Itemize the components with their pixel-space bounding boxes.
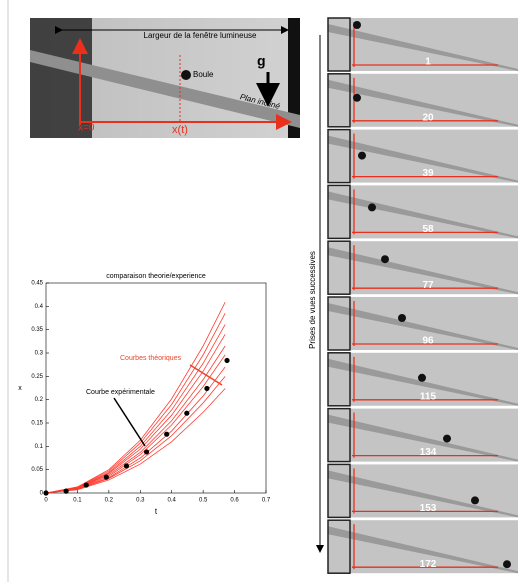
frame-label: 172 <box>420 559 437 570</box>
figure: Largeur de la fenêtre lumineuse Boule g … <box>0 0 518 582</box>
experiment-point <box>204 386 209 391</box>
frame-label: 153 <box>420 503 437 514</box>
frame-ball <box>353 21 361 29</box>
frame-ball <box>443 435 451 443</box>
experiment-point <box>164 432 169 437</box>
experiment-point <box>224 358 229 363</box>
frame-label: 115 <box>420 391 437 402</box>
photo: Largeur de la fenêtre lumineuse Boule g … <box>30 18 300 138</box>
x-tick-label: 0.6 <box>230 498 239 504</box>
ball-label: Boule <box>193 70 214 79</box>
y-tick-label: 0.25 <box>31 374 43 380</box>
plot-area <box>46 283 266 493</box>
frame-label: 20 <box>422 112 434 123</box>
x-tick-label: 0.7 <box>262 498 271 504</box>
x-tick-label: 0.5 <box>199 498 208 504</box>
experiment-point <box>144 449 149 454</box>
x-tick-label: 0.3 <box>136 498 145 504</box>
y-tick-label: 0.45 <box>31 281 43 287</box>
y-tick-label: 0.35 <box>31 327 43 333</box>
y-tick-label: 0 <box>40 491 44 497</box>
frame-ball <box>503 560 511 568</box>
frame-ball <box>368 203 376 211</box>
y-tick-label: 0.05 <box>31 467 43 473</box>
x-tick-label: 0.2 <box>105 498 114 504</box>
frames-caption: Prises de vues successives <box>308 251 317 349</box>
annotation: Courbes théoriques <box>120 355 182 362</box>
y-tick-label: 0.3 <box>35 351 44 357</box>
y-tick-label: 0.15 <box>31 421 43 427</box>
gravity-label: g <box>257 53 266 69</box>
frame-ball <box>471 496 479 504</box>
y-tick-label: 0.1 <box>35 444 44 450</box>
y-axis-label: x <box>18 385 22 392</box>
frame-label: 134 <box>420 447 437 458</box>
frame-label: 77 <box>422 280 434 291</box>
experiment-point <box>43 490 48 495</box>
position-label: x(t) <box>172 124 188 136</box>
frame-ball <box>381 255 389 263</box>
width-label: Largeur de la fenêtre lumineuse <box>144 31 258 40</box>
y-tick-label: 0.2 <box>35 397 44 403</box>
experiment-point <box>184 411 189 416</box>
x-axis-label: t <box>155 507 158 516</box>
x-tick-label: 0.1 <box>73 498 82 504</box>
frame-ball <box>398 314 406 322</box>
frame-label: 1 <box>425 57 431 68</box>
x-tick-label: 0.4 <box>168 498 177 504</box>
origin-label: x=0 <box>78 123 95 134</box>
frame-label: 39 <box>422 168 434 179</box>
experiment-point <box>124 463 129 468</box>
x-tick-label: 0 <box>44 498 48 504</box>
frame-ball <box>353 94 361 102</box>
frame-label: 58 <box>422 224 434 235</box>
frame-label: 96 <box>422 336 434 347</box>
y-tick-label: 0.4 <box>35 304 44 310</box>
experiment-point <box>104 475 109 480</box>
experiment-point <box>64 489 69 494</box>
annotation: Courbe expérimentale <box>86 389 155 396</box>
experiment-point <box>84 482 89 487</box>
frame-ball <box>418 374 426 382</box>
frame-ball <box>358 152 366 160</box>
chart-title: comparaison theorie/experience <box>106 273 206 280</box>
